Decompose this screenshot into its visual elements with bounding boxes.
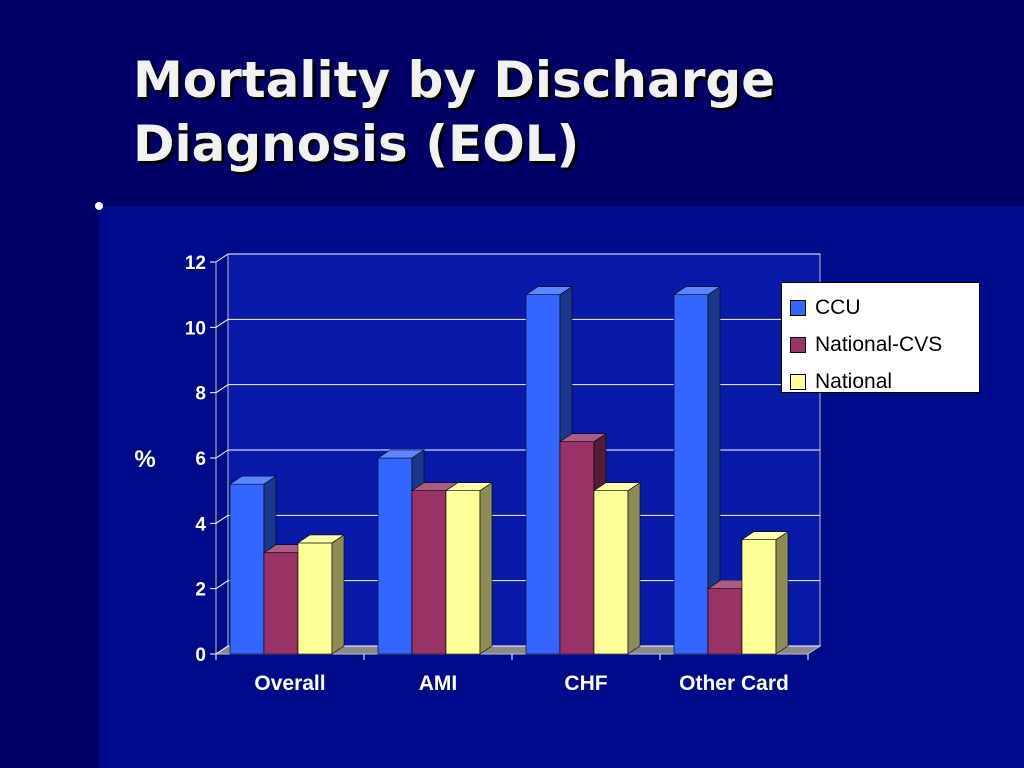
bar-side <box>479 482 493 655</box>
gridline-depth <box>215 318 229 328</box>
bar-top <box>559 433 607 442</box>
bar-front <box>673 294 709 655</box>
bar-front <box>411 490 447 655</box>
x-tick-label: Overall <box>254 672 325 695</box>
y-tick-label: 10 <box>185 318 206 339</box>
bar-front <box>559 441 595 655</box>
bar-top <box>229 475 277 485</box>
title-line-2: Diagnosis (EOL) <box>133 115 580 173</box>
x-tick-label: AMI <box>419 672 458 695</box>
bar-top <box>741 531 789 540</box>
legend-label-national: National <box>815 369 893 393</box>
legend-swatch-national-cvs <box>790 336 806 353</box>
legend-item-national: National <box>782 363 979 400</box>
bar-side <box>331 534 345 655</box>
y-axis-label: % <box>134 446 155 473</box>
legend: CCU National-CVS National <box>781 282 980 393</box>
bars <box>229 286 789 655</box>
bar-front <box>297 542 333 655</box>
legend-swatch-national <box>790 373 806 390</box>
bar-front <box>525 294 561 655</box>
legend-label-national-cvs: National-CVS <box>815 332 943 356</box>
bar-national-other-card <box>741 531 789 655</box>
bar-top <box>673 286 721 295</box>
gridline-depth <box>215 449 229 459</box>
y-tick-label: 12 <box>185 253 206 274</box>
y-tick-label: 4 <box>195 514 206 535</box>
x-tick-label: Other Card <box>679 672 789 695</box>
gridline-depth <box>215 580 229 590</box>
bar-front <box>741 539 777 655</box>
y-tick-label: 8 <box>195 384 206 405</box>
legend-item-national-cvs: National-CVS <box>782 326 979 363</box>
bar-side <box>775 531 789 655</box>
y-tick-label: 0 <box>195 645 206 666</box>
bar-front <box>263 552 299 655</box>
bar-top <box>377 449 425 459</box>
page-title: Mortality by Discharge Diagnosis (EOL) <box>133 48 993 176</box>
gridline-depth <box>215 645 229 655</box>
legend-swatch-ccu <box>790 299 806 316</box>
bar-national-overall <box>297 534 345 655</box>
bar-top <box>445 482 493 491</box>
bar-side <box>627 482 641 655</box>
y-tick-label: 2 <box>195 580 206 601</box>
bar-ccu-other-card <box>673 286 721 655</box>
bar-national-chf <box>593 482 641 655</box>
bar-national-ami <box>445 482 493 655</box>
bar-top <box>593 482 641 491</box>
title-line-1: Mortality by Discharge <box>133 51 776 109</box>
x-tick-label: CHF <box>564 672 607 695</box>
bar-top <box>525 286 573 295</box>
bar-front <box>445 490 481 655</box>
x-axis-ticks: Overall AMI CHF Other Card <box>215 654 809 695</box>
bar-front <box>229 483 265 655</box>
bar-front <box>593 490 629 655</box>
gridline-depth <box>215 514 229 524</box>
gridline-depth <box>215 384 229 394</box>
bar-front <box>377 457 413 655</box>
legend-label-ccu: CCU <box>815 295 861 319</box>
bar-top <box>297 534 345 544</box>
legend-item-ccu: CCU <box>782 289 979 326</box>
gridline-depth <box>215 253 229 263</box>
bar-front <box>707 588 743 655</box>
y-axis-ticks: 0 2 4 6 8 10 12 <box>185 253 216 666</box>
y-tick-label: 6 <box>195 449 206 470</box>
